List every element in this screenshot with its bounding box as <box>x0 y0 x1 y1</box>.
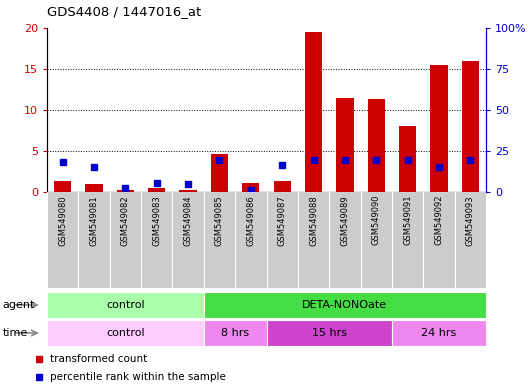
Bar <box>336 98 354 192</box>
FancyBboxPatch shape <box>298 192 329 288</box>
FancyBboxPatch shape <box>78 192 110 288</box>
Text: percentile rank within the sample: percentile rank within the sample <box>50 372 226 382</box>
FancyBboxPatch shape <box>141 192 173 288</box>
Bar <box>117 190 134 192</box>
FancyBboxPatch shape <box>329 192 361 288</box>
Bar <box>47 320 204 346</box>
FancyBboxPatch shape <box>235 192 267 288</box>
Text: 24 hrs: 24 hrs <box>421 328 457 338</box>
Text: GSM549091: GSM549091 <box>403 195 412 245</box>
FancyBboxPatch shape <box>423 192 455 288</box>
FancyBboxPatch shape <box>173 192 204 288</box>
Text: GSM549089: GSM549089 <box>341 195 350 245</box>
Bar <box>274 180 291 192</box>
Bar <box>47 292 204 318</box>
Text: GDS4408 / 1447016_at: GDS4408 / 1447016_at <box>47 5 201 18</box>
FancyBboxPatch shape <box>204 192 235 288</box>
Text: GSM549085: GSM549085 <box>215 195 224 245</box>
Bar <box>367 99 385 192</box>
Text: control: control <box>106 300 145 310</box>
Bar <box>430 65 448 192</box>
Bar <box>204 292 486 318</box>
FancyBboxPatch shape <box>455 192 486 288</box>
Bar <box>305 32 322 192</box>
FancyBboxPatch shape <box>110 192 141 288</box>
Text: GSM549086: GSM549086 <box>247 195 256 246</box>
Text: GSM549083: GSM549083 <box>152 195 161 246</box>
Bar <box>148 188 165 192</box>
FancyBboxPatch shape <box>267 192 298 288</box>
Bar <box>54 180 71 192</box>
Text: GSM549093: GSM549093 <box>466 195 475 245</box>
Text: DETA-NONOate: DETA-NONOate <box>303 300 388 310</box>
Bar <box>399 126 416 192</box>
Bar <box>211 154 228 192</box>
Text: 8 hrs: 8 hrs <box>221 328 249 338</box>
Bar <box>461 61 479 192</box>
Text: GSM549081: GSM549081 <box>90 195 99 245</box>
Bar <box>180 190 197 192</box>
Text: GSM549087: GSM549087 <box>278 195 287 246</box>
Bar <box>204 320 267 346</box>
Text: GSM549084: GSM549084 <box>184 195 193 245</box>
Text: GSM549092: GSM549092 <box>435 195 444 245</box>
Bar <box>267 320 392 346</box>
Text: GSM549080: GSM549080 <box>58 195 67 245</box>
Bar <box>392 320 486 346</box>
Text: transformed count: transformed count <box>50 354 147 364</box>
FancyBboxPatch shape <box>47 192 78 288</box>
FancyBboxPatch shape <box>361 192 392 288</box>
FancyBboxPatch shape <box>392 192 423 288</box>
Text: GSM549082: GSM549082 <box>121 195 130 245</box>
Text: GSM549090: GSM549090 <box>372 195 381 245</box>
Bar <box>242 183 259 192</box>
Bar <box>86 184 102 192</box>
Text: control: control <box>106 328 145 338</box>
Text: 15 hrs: 15 hrs <box>312 328 347 338</box>
Text: GSM549088: GSM549088 <box>309 195 318 246</box>
Text: agent: agent <box>3 300 35 310</box>
Text: time: time <box>3 328 28 338</box>
